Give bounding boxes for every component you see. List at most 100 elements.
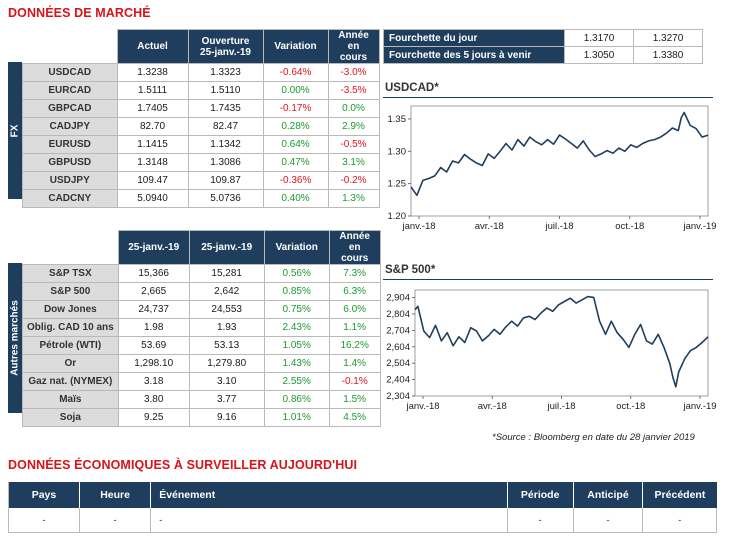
other-header-date2: 25-janv.-19 <box>188 230 265 265</box>
y-tick-label: 2,504 <box>386 358 410 369</box>
table-row: Oblig. CAD 10 ans 1.98 1.93 2.43% 1.1% <box>22 318 381 337</box>
row-label: CADCNY <box>22 189 118 208</box>
row-value-2: 3.10 <box>188 372 265 391</box>
row-label: Pétrole (WTI) <box>22 336 119 355</box>
y-tick-label: 1.25 <box>388 179 407 190</box>
row-ytd: -3.5% <box>327 81 380 100</box>
econ-cell-precedent: - <box>642 508 717 533</box>
y-tick-label: 2,904 <box>386 293 410 304</box>
table-row: GBPCAD 1.7405 1.7435 -0.17% 0.0% <box>22 99 380 118</box>
row-variation: -0.17% <box>262 99 329 118</box>
row-value-2: 1.1342 <box>187 135 264 154</box>
y-tick-label: 2,404 <box>386 375 410 386</box>
row-ytd: -0.2% <box>327 171 380 190</box>
row-value-1: 1.3148 <box>116 153 189 172</box>
range-day-low: 1.3170 <box>564 29 634 47</box>
row-label: EURCAD <box>22 81 118 100</box>
usdcad-title-rule <box>383 97 713 98</box>
sp500-title-rule <box>383 279 713 280</box>
row-value-2: 1.7435 <box>187 99 264 118</box>
row-value-2: 15,281 <box>188 264 265 283</box>
range-table: Fourchette du jour 1.3170 1.3270 Fourche… <box>383 29 703 64</box>
row-variation: 0.64% <box>262 135 329 154</box>
table-row: USDCAD 1.3238 1.3323 -0.64% -3.0% <box>22 63 380 82</box>
row-ytd: 3.1% <box>327 153 380 172</box>
row-label: GBPUSD <box>22 153 118 172</box>
row-ytd: 4.5% <box>328 408 381 427</box>
x-tick-label: juil.-18 <box>545 221 574 232</box>
row-ytd: 6.0% <box>328 300 381 319</box>
row-variation: 0.40% <box>262 189 329 208</box>
row-ytd: -3.0% <box>327 63 380 82</box>
row-value-1: 1.3238 <box>116 63 189 82</box>
market-section-title: DONNÉES DE MARCHÉ <box>8 6 151 20</box>
x-tick-label: janv.-18 <box>401 221 435 232</box>
row-variation: 0.75% <box>263 300 330 319</box>
y-tick-label: 1.35 <box>388 114 407 125</box>
row-label: Or <box>22 354 119 373</box>
row-label: USDCAD <box>22 63 118 82</box>
plot-frame <box>414 289 709 397</box>
econ-cell-heure: - <box>79 508 152 533</box>
other-header-annee: Année en cours <box>328 230 381 265</box>
fx-header-actuel: Actuel <box>116 29 189 64</box>
y-tick-label: 1.30 <box>388 146 407 157</box>
row-ytd: 1.5% <box>328 390 381 409</box>
row-value-2: 1.3086 <box>187 153 264 172</box>
row-ytd: 6.3% <box>328 282 381 301</box>
row-value-1: 2,665 <box>117 282 190 301</box>
econ-cell-periode: - <box>507 508 574 533</box>
econ-row: - - - - - - <box>8 508 717 533</box>
row-value-2: 1.3323 <box>187 63 264 82</box>
row-ytd: -0.1% <box>328 372 381 391</box>
row-label: S&P TSX <box>22 264 119 283</box>
econ-title-right: AUJOURD'HUI <box>269 458 358 472</box>
row-variation: 0.86% <box>263 390 330 409</box>
table-row: CADCNY 5.0940 5.0736 0.40% 1.3% <box>22 189 380 208</box>
sp500-chart: 2,304 2,404 2,504 2,604 2,704 2,804 2,904 janv.… <box>386 289 717 412</box>
row-value-2: 2,642 <box>188 282 265 301</box>
source-note: *Source : Bloomberg en date du 28 janvie… <box>492 432 695 443</box>
row-variation: 1.05% <box>263 336 330 355</box>
econ-header-evenement: Événement <box>150 482 508 508</box>
usdcad-chart: 1.20 1.25 1.30 1.35 janv.-18 avr.-18 juil.-18 o… <box>388 105 717 232</box>
fx-table: Actuel Ouverture 25-janv.-19 Variation A… <box>22 29 380 208</box>
row-value-1: 1.98 <box>117 318 190 337</box>
table-row: Pétrole (WTI) 53.69 53.13 1.05% 16.2% <box>22 336 381 355</box>
x-tick-label: avr.-18 <box>475 221 504 232</box>
fx-header-ouverture: Ouverture 25-janv.-19 <box>187 29 264 64</box>
other-header-date1: 25-janv.-19 <box>117 230 190 265</box>
row-label: Dow Jones <box>22 300 119 319</box>
x-tick-label: oct.-18 <box>615 221 644 232</box>
plot-frame <box>410 105 709 217</box>
range-row-day: Fourchette du jour 1.3170 1.3270 <box>383 29 703 47</box>
econ-title-left: DONNÉES ÉCONOMIQUES À SURVEILLER <box>8 458 267 472</box>
row-label: Maïs <box>22 390 119 409</box>
row-ytd: 7.3% <box>328 264 381 283</box>
range-day-high: 1.3270 <box>633 29 703 47</box>
row-value-1: 53.69 <box>117 336 190 355</box>
row-value-2: 1,279.80 <box>188 354 265 373</box>
row-ytd: 2.9% <box>327 117 380 136</box>
other-markets-band-label: Autres marchés <box>9 300 21 376</box>
row-ytd: -0.5% <box>327 135 380 154</box>
series-line <box>410 111 709 197</box>
usdcad-chart-title: USDCAD* <box>385 82 439 94</box>
row-variation: 2.55% <box>263 372 330 391</box>
row-ytd: 1.3% <box>327 189 380 208</box>
other-markets-band: Autres marchés <box>8 263 22 413</box>
row-ytd: 0.0% <box>327 99 380 118</box>
row-value-1: 3.18 <box>117 372 190 391</box>
table-row: Or 1,298.10 1,279.80 1.43% 1.4% <box>22 354 381 373</box>
row-value-1: 1,298.10 <box>117 354 190 373</box>
x-tick-label: avr.-18 <box>478 401 507 412</box>
y-tick-label: 1.20 <box>388 211 407 222</box>
row-ytd: 1.1% <box>328 318 381 337</box>
row-value-2: 9.16 <box>188 408 265 427</box>
range-5days-label: Fourchette des 5 jours à venir <box>383 46 565 64</box>
table-row: Soja 9.25 9.16 1.01% 4.5% <box>22 408 381 427</box>
row-value-1: 24,737 <box>117 300 190 319</box>
econ-cell-pays: - <box>8 508 80 533</box>
row-value-2: 3.77 <box>188 390 265 409</box>
x-tick-label: oct.-18 <box>616 401 645 412</box>
